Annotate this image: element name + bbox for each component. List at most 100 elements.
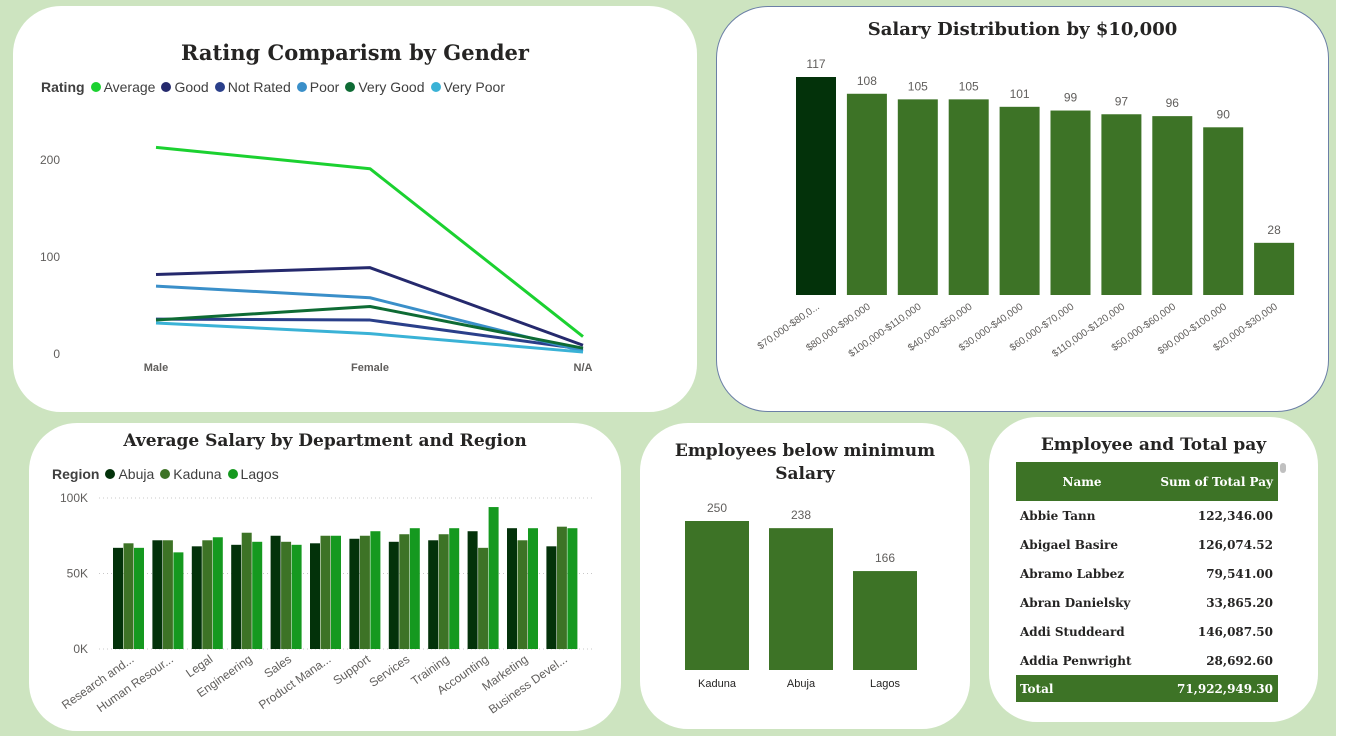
legend-label: Very Good [358,79,425,95]
table-row[interactable]: Abbie Tann 122,346.00 [1016,501,1278,530]
region-legend: Region Abuja Kaduna Lagos [52,466,285,482]
department-bar-kaduna [162,540,173,649]
department-bar-lagos [409,528,420,649]
department-bar-lagos [370,531,381,649]
distribution-data-label: 90 [1217,107,1231,121]
legend-label: Lagos [240,466,279,482]
total-pay-cell: 79,541.00 [1206,566,1273,581]
legend-item-not-rated[interactable]: Not Rated [214,79,291,95]
table-row[interactable]: Abramo Labbez 79,541.00 [1016,559,1278,588]
legend-marker [345,82,356,92]
minimum-salary-category-label: Kaduna [698,678,737,690]
department-bar-abuja [428,540,439,649]
department-category-label: Services [367,652,413,690]
legend-item-very-good[interactable]: Very Good [345,79,425,95]
table-header-row: Name Sum of Total Pay [1016,462,1278,501]
department-bar-lagos [567,528,578,649]
distribution-bar [1203,127,1244,295]
table-header-total-pay[interactable]: Sum of Total Pay [1160,474,1273,489]
department-bar-abuja [388,541,399,649]
distribution-data-label: 101 [1010,87,1030,101]
department-bar-kaduna [399,534,410,649]
department-bar-lagos [528,528,538,649]
employee-name-cell: Addi Studdeard [1020,624,1125,639]
total-pay-cell: 122,346.00 [1197,508,1273,523]
legend-label: Very Poor [443,79,505,95]
legend-marker [105,469,116,479]
legend-label: Kaduna [173,466,222,482]
department-bar-kaduna [202,540,213,649]
department-category-label: Product Mana... [256,652,333,712]
distribution-bar [1152,116,1193,295]
legend-marker [161,82,172,92]
legend-item-lagos[interactable]: Lagos [227,466,279,482]
department-bar-lagos [212,537,223,649]
below-minimum-chart: 250 Kaduna 238 Abuja 166 Lagos [685,501,917,690]
department-bar-abuja [546,546,557,649]
below-minimum-title: Employees below minimum Salary [674,441,936,484]
legend-item-very-poor[interactable]: Very Poor [430,79,505,95]
legend-label: Average [103,79,156,95]
department-bar-lagos [252,541,263,649]
legend-label: Poor [309,79,340,95]
department-bar-abuja [349,538,360,649]
legend-item-kaduna[interactable]: Kaduna [160,466,222,482]
table-row[interactable]: Addia Penwright 28,692.60 [1016,646,1278,675]
y-tick-label: 200 [40,153,60,167]
total-pay-cell: 126,074.52 [1197,537,1273,552]
region-legend-title: Region [52,466,100,482]
minimum-salary-bar [853,571,917,670]
distribution-bar [1050,110,1091,296]
department-bar-kaduna [281,541,292,649]
salary-distribution-title: Salary Distribution by $10,000 [867,19,1178,40]
legend-label: Not Rated [227,79,291,95]
department-bar-kaduna [478,547,489,649]
distribution-bar [897,99,938,295]
department-bar-abuja [231,544,242,649]
table-row[interactable]: Abigael Basire 126,074.52 [1016,530,1278,559]
department-category-label: Support [330,652,373,688]
department-category-label: Legal [183,652,215,680]
legend-item-abuja[interactable]: Abuja [105,466,154,482]
y-tick-label: 50K [67,567,88,581]
legend-item-poor[interactable]: Poor [296,79,340,95]
x-category-label: N/A [574,362,593,374]
department-bar-lagos [449,528,460,649]
below-minimum-card: Employees below minimum Salary 250 Kaduna… [640,423,970,729]
department-bar-abuja [467,531,478,649]
department-bar-abuja [270,535,281,649]
department-bar-abuja [191,546,202,649]
salary-distribution-chart: 117$70,000-$80,0...108$80,000-$90,000105… [756,57,1295,360]
table-total-label: Total [1020,681,1054,696]
department-bar-kaduna [556,526,567,649]
minimum-salary-bar [769,528,833,670]
table-row[interactable]: Addi Studdeard 146,087.50 [1016,617,1278,646]
rating-legend: Rating Average Good Not Rated Poor Very Good… [41,79,511,95]
department-bar-abuja [152,540,163,649]
series-line-good [155,266,584,347]
distribution-data-label: 97 [1115,94,1129,108]
series-line-average [155,145,584,338]
table-row[interactable]: Abran Danielsky 33,865.20 [1016,588,1278,617]
legend-marker [227,469,238,479]
table-scrollbar[interactable] [1280,463,1286,473]
legend-marker [214,82,225,92]
department-bar-kaduna [320,535,331,649]
employee-name-cell: Abbie Tann [1020,508,1096,523]
department-bar-kaduna [241,532,252,649]
legend-marker [296,82,307,92]
minimum-salary-category-label: Abuja [787,678,816,690]
minimum-salary-data-label: 238 [791,508,811,522]
table-header-name[interactable]: Name [1062,474,1102,489]
rating-gender-card: Rating Comparism by Gender Rating Averag… [13,6,697,412]
legend-item-good[interactable]: Good [161,79,209,95]
department-bar-kaduna [517,540,528,649]
legend-item-average[interactable]: Average [90,79,156,95]
minimum-salary-category-label: Lagos [870,678,900,690]
distribution-bar [796,77,836,295]
minimum-salary-data-label: 166 [875,551,895,565]
legend-marker [90,82,101,92]
distribution-data-label: 117 [806,57,825,71]
department-bar-lagos [291,544,302,649]
